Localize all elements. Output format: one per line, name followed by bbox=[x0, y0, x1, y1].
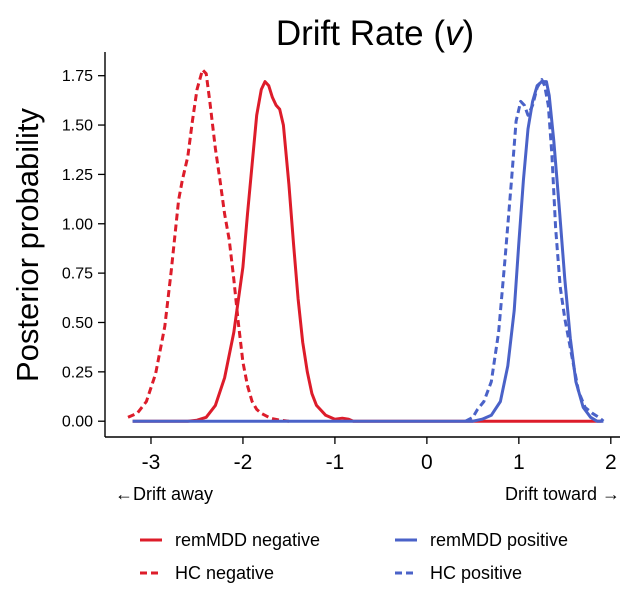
series-line-remmdd-negative bbox=[132, 80, 602, 423]
chart-title: Drift Rate (v) bbox=[276, 14, 474, 53]
legend-label-remmdd-negative: remMDD negative bbox=[175, 530, 320, 550]
drift-away-label: ←Drift away bbox=[115, 484, 213, 504]
y-tick-label: 1.50 bbox=[62, 118, 93, 135]
series-line-hc-negative bbox=[127, 68, 290, 423]
axes bbox=[104, 52, 620, 438]
x-tick-label: 1 bbox=[513, 451, 525, 474]
y-tick-label: 1.75 bbox=[62, 68, 93, 85]
title-variable: v bbox=[445, 14, 465, 53]
x-ticks: -3 -2 -1 0 1 2 bbox=[142, 437, 617, 474]
x-tick-label: -1 bbox=[326, 451, 345, 474]
y-tick-label: 0.25 bbox=[62, 364, 93, 381]
y-tick-label: 1.00 bbox=[62, 216, 93, 233]
x-tick-label: 2 bbox=[605, 451, 617, 474]
legend-label-hc-positive: HC positive bbox=[430, 563, 522, 583]
y-tick-label: 0.50 bbox=[62, 315, 93, 332]
y-tick-label: 0.00 bbox=[62, 414, 93, 431]
title-main: Drift Rate ( bbox=[276, 14, 446, 53]
y-axis-label: Posterior probability bbox=[10, 108, 45, 382]
legend-label-hc-negative: HC negative bbox=[175, 563, 274, 583]
series-line-hc-positive bbox=[464, 78, 605, 423]
y-ticks: 0.00 0.25 0.50 0.75 1.00 1.25 1.50 1.75 bbox=[62, 68, 105, 431]
y-tick-label: 1.25 bbox=[62, 167, 93, 184]
legend-label-remmdd-positive: remMDD positive bbox=[430, 530, 568, 550]
title-end: ) bbox=[463, 14, 475, 53]
series-group bbox=[127, 68, 605, 423]
x-tick-label: -2 bbox=[234, 451, 253, 474]
drift-toward-label: Drift toward → bbox=[505, 484, 620, 504]
legend: remMDD negative remMDD positive HC negativ… bbox=[140, 530, 568, 583]
x-tick-label: -3 bbox=[142, 451, 161, 474]
y-tick-label: 0.75 bbox=[62, 266, 93, 283]
series-line-remmdd-positive bbox=[132, 80, 604, 423]
x-tick-label: 0 bbox=[421, 451, 433, 474]
